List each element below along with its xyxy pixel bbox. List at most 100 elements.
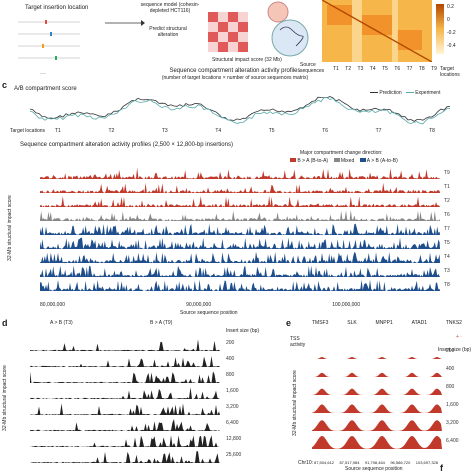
matrix-target-ticks: T1 T2 T3 T4 T5 T6 T7 T8 T9 — [333, 66, 437, 72]
gene-label: MNPP1 — [375, 320, 393, 326]
direction-legend: B > A (B-to-A) Mixed A > B (A-to-B) — [290, 158, 398, 164]
insert-size-track — [30, 387, 220, 399]
coord-row: 87,504,612 87,517,984 91,798,464 96,586,… — [314, 460, 438, 466]
insert-size-track — [30, 356, 220, 367]
gene-label: TNKS2 — [445, 320, 462, 326]
target-marker: T2 — [108, 128, 115, 134]
gene-label: SLK — [347, 320, 357, 326]
insert-size-label: 200 — [226, 340, 235, 346]
insert-size-track — [30, 435, 220, 447]
target-locations-row-label: Target locations — [10, 128, 46, 134]
col2-label: B > A (T9) — [150, 320, 173, 326]
insert-size-track — [312, 357, 442, 359]
track-label: T4 — [444, 254, 450, 260]
gene-row: TMSF3 SLK MNPP1 ATAD1 TNKS2 — [312, 320, 462, 326]
insert-size-label: 25,600 — [226, 452, 242, 458]
track-label: T8 — [444, 282, 450, 288]
colorbar-tick: 0.2 — [447, 4, 454, 10]
insert-size-track — [30, 419, 220, 431]
gene-label: ATAD1 — [411, 320, 427, 326]
insert-size-track — [30, 403, 220, 415]
target-tick: T5 — [382, 66, 388, 72]
track-label: T7 — [444, 226, 450, 232]
target-tick: T6 — [394, 66, 401, 72]
insert-size-label: 200 — [446, 348, 455, 354]
target-tick: T1 — [333, 66, 339, 72]
insert-size-label: 6,400 — [226, 420, 239, 426]
track-label: T6 — [444, 212, 450, 218]
profiles-ylabel: 32-Mb structural impact score — [7, 195, 13, 261]
panel-letter-c: c — [2, 80, 8, 90]
insert-size-track — [312, 436, 442, 449]
predict-label: Predict structural alteration — [149, 26, 187, 38]
track-label: T5 — [444, 240, 450, 246]
coord-tick: 96,586,720 — [390, 460, 411, 465]
panel-letter-f: f — [440, 463, 443, 473]
insert-size-track — [312, 388, 442, 395]
insert-size-label-d: Insert size (bp) — [226, 328, 260, 334]
ab-compartment-plot — [30, 96, 450, 125]
major-change-title: Major compartment change direction: — [300, 150, 383, 156]
target-insertion-label: Target insertion location — [25, 5, 89, 11]
sequence-model-label: sequence model (cohesin-depleted HCT116) — [140, 2, 200, 14]
legend-mixed: Mixed — [340, 158, 355, 164]
checker-heatmap — [208, 12, 248, 52]
target-tick: T3 — [357, 66, 364, 72]
insert-size-track — [312, 420, 442, 431]
x-tick: 100,000,000 — [332, 302, 360, 308]
profile-track — [40, 223, 440, 235]
contact-matrix — [322, 0, 432, 62]
ab-compartment-title: A/B compartment score — [14, 86, 77, 92]
profile-track — [40, 195, 440, 207]
legend-plus: + — [456, 334, 459, 340]
insertion-diagram: ··· — [18, 20, 80, 77]
insert-size-track — [30, 451, 220, 463]
profile-track — [40, 209, 440, 221]
nucleus-illustration — [267, 1, 309, 57]
x-tick: 80,000,000 — [40, 302, 66, 308]
svg-text:···: ··· — [40, 71, 46, 77]
target-marker: T3 — [161, 128, 168, 134]
colorbar-tick: 0 — [447, 17, 450, 23]
insert-size-label: 400 — [226, 356, 235, 362]
coord-tick: 103,697,328 — [415, 460, 438, 465]
insert-size-label: 800 — [226, 372, 235, 378]
insert-size-track — [30, 371, 220, 383]
target-tick: T4 — [369, 66, 376, 72]
panel-letter-e: e — [286, 318, 292, 328]
profile-track — [40, 237, 440, 249]
coord-tick: 87,504,612 — [314, 460, 335, 465]
chr-label: Chr10: — [298, 460, 314, 466]
coord-tick: 87,517,984 — [339, 460, 360, 465]
insert-size-label: 1,600 — [446, 402, 459, 408]
profile-track — [40, 182, 440, 193]
strand-legend: + - — [456, 334, 462, 340]
tss-label: TSS activity — [290, 336, 306, 348]
x-tick: 90,000,000 — [186, 302, 212, 308]
panel-d-tracks: 200 400 800 1,600 3,200 6,400 12,800 25,600 — [18, 334, 268, 474]
panel-a: ··· Target insertion location sequence m… — [0, 0, 474, 81]
panel-e-tracks: 200 400 800 1,600 3,200 6,400 — [308, 330, 468, 458]
track-label: T1 — [444, 184, 450, 190]
legend-b-to-a: B > A (B-to-A) — [297, 158, 329, 164]
source-sequences-label: Source sequences — [300, 62, 325, 74]
insert-size-label: 3,200 — [226, 404, 239, 410]
target-marker-row: T1 T2 T3 T4 T5 T6 T7 T8 — [55, 128, 435, 134]
panel-e-xlabel: Source sequence position — [345, 466, 403, 472]
colorbar — [436, 4, 444, 54]
colorbar-tick: -0.4 — [447, 43, 456, 49]
insert-size-label: 12,800 — [226, 436, 242, 442]
profiles-title: Sequence compartment alteration activity… — [20, 142, 233, 148]
legend-experiment-label: Experiment — [415, 90, 441, 96]
insert-size-label: 1,600 — [226, 388, 239, 394]
profile-track — [40, 251, 440, 263]
profile-track — [40, 167, 440, 179]
target-tick: T2 — [345, 66, 352, 72]
insert-size-label: 800 — [446, 384, 455, 390]
activity-profiles-title: Sequence compartment alteration activity… — [169, 68, 301, 74]
profile-tracks: T9 T1 T2 T6 T7 T5 T4 T3 T8 — [18, 166, 458, 301]
arrow-right-icon — [105, 20, 145, 26]
target-marker: T4 — [215, 128, 222, 134]
profile-track — [40, 265, 440, 277]
legend-prediction: Prediction Experiment — [370, 90, 440, 96]
